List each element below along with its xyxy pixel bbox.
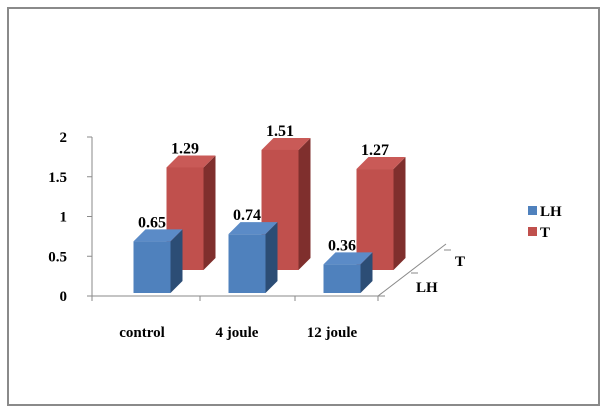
data-label: 1.51 bbox=[266, 123, 294, 140]
bar-lh bbox=[133, 229, 183, 293]
y-tick-label: 1.5 bbox=[48, 170, 67, 186]
legend-swatch-lh bbox=[528, 206, 537, 215]
bar-top-face bbox=[166, 155, 216, 168]
x-tick-label: 4 joule bbox=[216, 325, 259, 341]
bar-side-face bbox=[265, 222, 278, 293]
y-tick-label: 0.5 bbox=[48, 249, 67, 265]
bar-t bbox=[356, 157, 406, 270]
legend-label-lh: LH bbox=[540, 204, 562, 220]
chart-bars bbox=[133, 137, 406, 293]
chart-labels: 0 0.5 1 1.5 2 control 4 joule 12 joule LH T 1.29 1.… bbox=[48, 123, 465, 341]
bar-side-face bbox=[393, 157, 406, 270]
y-tick-label: 1 bbox=[60, 210, 68, 226]
bar-side-face bbox=[298, 137, 311, 270]
depth-label: LH bbox=[416, 280, 438, 296]
legend-label-t: T bbox=[540, 225, 550, 241]
bar-top-face bbox=[323, 252, 373, 265]
bar-lh bbox=[323, 252, 373, 293]
bar-front-face bbox=[133, 241, 171, 293]
bar-top-face bbox=[228, 222, 278, 235]
bar-lh bbox=[228, 222, 278, 293]
bar-top-face bbox=[356, 157, 406, 170]
bar-front-face bbox=[323, 264, 361, 293]
bar-top-face bbox=[261, 137, 311, 150]
bar-side-face bbox=[170, 229, 183, 293]
bar-side-face bbox=[360, 252, 373, 293]
x-tick-label: 12 joule bbox=[307, 325, 358, 341]
data-label: 0.36 bbox=[328, 237, 356, 254]
depth-label: T bbox=[455, 254, 465, 270]
y-tick-label: 2 bbox=[60, 130, 68, 146]
x-tick-label: control bbox=[119, 325, 165, 341]
bar-top-face bbox=[133, 229, 183, 242]
y-tick-label: 0 bbox=[60, 289, 68, 305]
bar-side-face bbox=[203, 155, 216, 270]
data-label: 1.29 bbox=[171, 140, 199, 157]
bar-front-face bbox=[228, 234, 266, 293]
chart-axes bbox=[87, 136, 451, 301]
legend-swatch-t bbox=[528, 227, 537, 236]
data-label: 0.65 bbox=[138, 214, 166, 231]
data-label: 0.74 bbox=[233, 207, 261, 224]
bar-t bbox=[261, 137, 311, 270]
data-label: 1.27 bbox=[361, 142, 389, 159]
chart-legend: LH T bbox=[528, 204, 562, 241]
depth-axis-line bbox=[377, 243, 447, 297]
